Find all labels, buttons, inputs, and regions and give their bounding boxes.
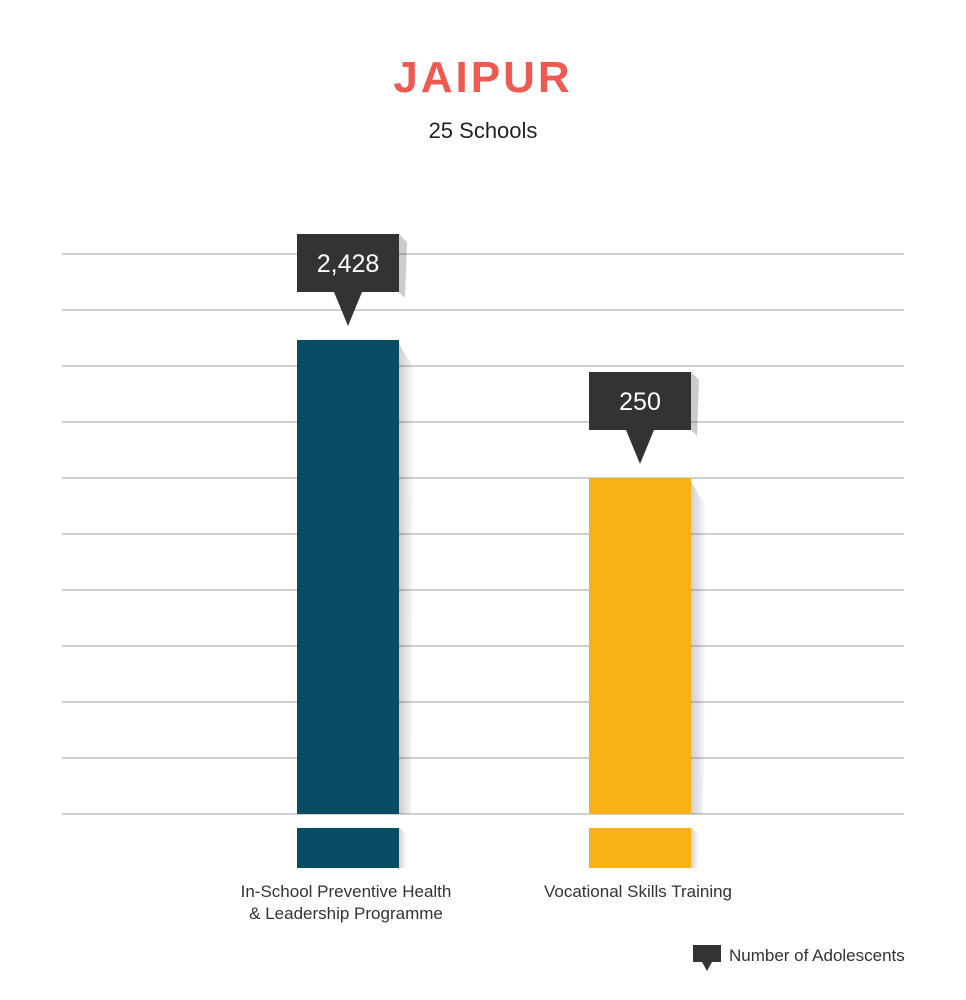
- value-callout: 2,428: [297, 234, 407, 326]
- category-labels: In-School Preventive Health & Leadership …: [241, 882, 732, 923]
- grid-lines: [62, 253, 904, 815]
- bar-shadow: [399, 344, 415, 814]
- callout-legend-icon: [693, 945, 721, 971]
- bar: [589, 478, 691, 814]
- chart-title: JAIPUR: [393, 53, 573, 102]
- category-label: Vocational Skills Training: [544, 882, 732, 901]
- category-label: In-School Preventive Health & Leadership …: [241, 882, 452, 923]
- value-label: 2,428: [317, 250, 380, 278]
- legend: Number of Adolescents: [693, 944, 905, 972]
- chart-subtitle: 25 Schools: [428, 118, 538, 143]
- bar-base-shadow: [691, 828, 699, 868]
- bar-shadow: [691, 482, 707, 814]
- bars: 2,428 250: [297, 234, 707, 868]
- bar-base: [297, 828, 399, 868]
- bar-base: [589, 828, 691, 868]
- value-label: 250: [619, 388, 661, 416]
- legend-label: Number of Adolescents: [729, 946, 905, 965]
- value-callout: 250: [589, 372, 699, 464]
- bar-base-shadow: [399, 828, 407, 868]
- bar: [297, 340, 399, 814]
